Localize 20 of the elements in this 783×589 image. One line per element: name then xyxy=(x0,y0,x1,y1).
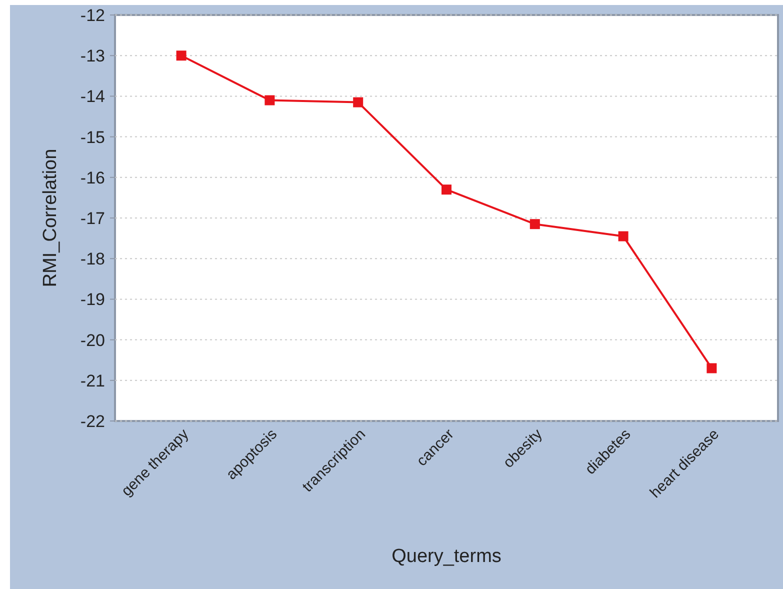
y-tick-label: -17 xyxy=(80,208,105,228)
y-tick-label: -16 xyxy=(80,168,105,188)
point xyxy=(264,95,275,106)
y-tick-label: -20 xyxy=(80,330,105,350)
point xyxy=(176,50,186,61)
y-tick-label: -12 xyxy=(80,6,105,25)
y-tick-label: -22 xyxy=(80,412,105,431)
y-tick-label: -14 xyxy=(80,87,105,106)
point xyxy=(530,219,540,230)
x-axis-title: Query_terms xyxy=(392,546,502,567)
y-tick-label: -19 xyxy=(80,290,105,310)
point xyxy=(442,184,452,195)
point xyxy=(706,363,717,374)
point xyxy=(618,231,628,242)
y-tick-label: -13 xyxy=(80,46,105,66)
y-tick-label: -18 xyxy=(80,250,105,269)
y-axis-title: RMI_Correlation xyxy=(40,148,61,288)
y-tick-label: -15 xyxy=(80,128,105,147)
point xyxy=(353,97,364,108)
y-tick-label: -21 xyxy=(80,371,105,390)
